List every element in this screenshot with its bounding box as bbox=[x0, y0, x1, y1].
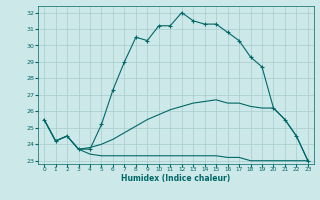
X-axis label: Humidex (Indice chaleur): Humidex (Indice chaleur) bbox=[121, 174, 231, 183]
